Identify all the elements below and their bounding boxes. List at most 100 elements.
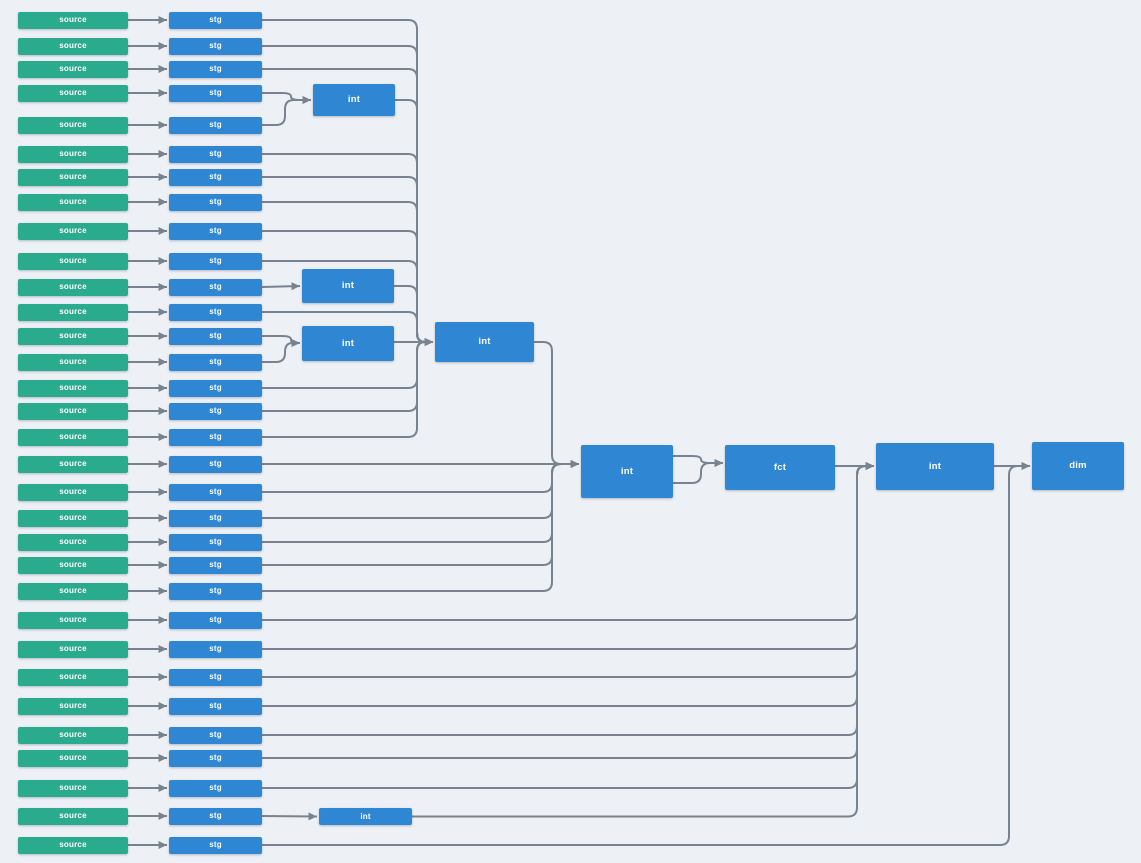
node-dim[interactable]: dim [1032, 442, 1124, 490]
node-stg-1[interactable]: stg [169, 11, 262, 29]
node-label: int [620, 465, 634, 477]
node-label: stg [209, 41, 222, 50]
node-source-29[interactable]: source [18, 749, 128, 767]
node-source-9[interactable]: source [18, 222, 128, 240]
node-stg-9[interactable]: stg [169, 222, 262, 240]
node-stg-14[interactable]: stg [169, 353, 262, 371]
node-source-26[interactable]: source [18, 668, 128, 686]
node-stg-30[interactable]: stg [169, 779, 262, 797]
node-int-d[interactable]: int [435, 322, 534, 362]
node-stg-8[interactable]: stg [169, 193, 262, 211]
node-stg-4[interactable]: stg [169, 84, 262, 102]
node-int-c[interactable]: int [302, 326, 394, 361]
node-label: stg [209, 406, 222, 415]
node-stg-22[interactable]: stg [169, 556, 262, 574]
node-stg-25[interactable]: stg [169, 640, 262, 658]
node-stg-19[interactable]: stg [169, 483, 262, 501]
node-source-21[interactable]: source [18, 533, 128, 551]
node-source-18[interactable]: source [18, 455, 128, 473]
node-source-27[interactable]: source [18, 697, 128, 715]
node-stg-21[interactable]: stg [169, 533, 262, 551]
node-label: source [59, 615, 87, 624]
node-source-15[interactable]: source [18, 379, 128, 397]
node-source-17[interactable]: source [18, 428, 128, 446]
node-source-31[interactable]: source [18, 807, 128, 825]
node-source-2[interactable]: source [18, 37, 128, 55]
node-label: source [59, 226, 87, 235]
node-fct[interactable]: fct [725, 445, 835, 490]
node-label: int [341, 337, 355, 349]
node-stg-6[interactable]: stg [169, 145, 262, 163]
node-source-30[interactable]: source [18, 779, 128, 797]
node-stg-2[interactable]: stg [169, 37, 262, 55]
edge-t28-int_f [262, 462, 874, 736]
edge-t21-int_e [262, 460, 579, 543]
node-source-22[interactable]: source [18, 556, 128, 574]
node-source-20[interactable]: source [18, 509, 128, 527]
node-label: int [928, 460, 942, 472]
node-stg-23[interactable]: stg [169, 582, 262, 600]
node-stg-12[interactable]: stg [169, 303, 262, 321]
node-int-f[interactable]: int [876, 443, 994, 490]
edge-t13-int_c [262, 335, 300, 347]
node-stg-20[interactable]: stg [169, 509, 262, 527]
edge-int_g-int_f [412, 462, 874, 818]
node-source-16[interactable]: source [18, 402, 128, 420]
node-stg-13[interactable]: stg [169, 327, 262, 345]
node-source-10[interactable]: source [18, 252, 128, 270]
node-label: stg [209, 783, 222, 792]
node-stg-27[interactable]: stg [169, 697, 262, 715]
node-stg-29[interactable]: stg [169, 749, 262, 767]
node-label: stg [209, 537, 222, 546]
node-label: source [59, 586, 87, 595]
node-stg-15[interactable]: stg [169, 379, 262, 397]
node-stg-28[interactable]: stg [169, 726, 262, 744]
node-source-11[interactable]: source [18, 278, 128, 296]
node-source-12[interactable]: source [18, 303, 128, 321]
node-source-4[interactable]: source [18, 84, 128, 102]
node-label: stg [209, 172, 222, 181]
edge-int_e-fct [673, 455, 723, 467]
node-stg-32[interactable]: stg [169, 836, 262, 854]
node-int-a[interactable]: int [313, 84, 395, 116]
node-source-32[interactable]: source [18, 836, 128, 854]
node-stg-26[interactable]: stg [169, 668, 262, 686]
node-stg-24[interactable]: stg [169, 611, 262, 629]
node-source-5[interactable]: source [18, 116, 128, 134]
node-int-b[interactable]: int [302, 269, 394, 303]
node-source-7[interactable]: source [18, 168, 128, 186]
node-label: fct [773, 461, 787, 473]
node-stg-10[interactable]: stg [169, 252, 262, 270]
node-stg-31[interactable]: stg [169, 807, 262, 825]
node-int-e[interactable]: int [581, 445, 673, 498]
node-stg-17[interactable]: stg [169, 428, 262, 446]
node-stg-3[interactable]: stg [169, 60, 262, 78]
node-stg-5[interactable]: stg [169, 116, 262, 134]
node-source-6[interactable]: source [18, 145, 128, 163]
node-stg-11[interactable]: stg [169, 278, 262, 296]
node-source-8[interactable]: source [18, 193, 128, 211]
node-source-28[interactable]: source [18, 726, 128, 744]
node-int-g[interactable]: int [319, 808, 412, 825]
node-source-13[interactable]: source [18, 327, 128, 345]
node-label: source [59, 644, 87, 653]
node-source-14[interactable]: source [18, 353, 128, 371]
node-label: source [59, 730, 87, 739]
node-source-23[interactable]: source [18, 582, 128, 600]
node-stg-16[interactable]: stg [169, 402, 262, 420]
node-label: source [59, 88, 87, 97]
node-label: stg [209, 459, 222, 468]
node-source-3[interactable]: source [18, 60, 128, 78]
node-source-24[interactable]: source [18, 611, 128, 629]
node-label: stg [209, 282, 222, 291]
node-source-1[interactable]: source [18, 11, 128, 29]
node-source-19[interactable]: source [18, 483, 128, 501]
node-stg-7[interactable]: stg [169, 168, 262, 186]
edge-t23-int_e [262, 460, 579, 592]
node-source-25[interactable]: source [18, 640, 128, 658]
node-stg-18[interactable]: stg [169, 455, 262, 473]
node-label: source [59, 41, 87, 50]
node-label: source [59, 459, 87, 468]
